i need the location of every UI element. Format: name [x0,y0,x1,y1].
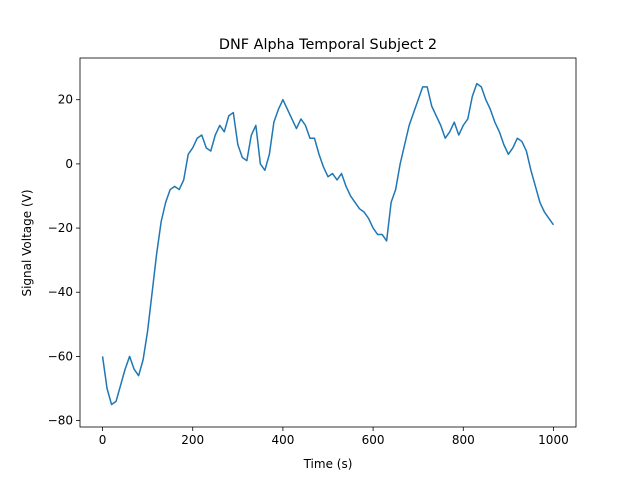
y-axis-label: Signal Voltage (V) [20,189,34,296]
y-tick-label: −80 [48,414,73,428]
plot-area: 0 200 400 600 800 1000 −80 −60 −40 −20 0 20 [48,57,577,447]
y-tick-label: −20 [48,221,73,235]
y-tick-label: 20 [58,93,73,107]
x-tick-label: 400 [271,433,294,447]
x-tick-label: 800 [452,433,475,447]
x-axis-label: Time (s) [303,457,353,471]
x-tick-label: 0 [99,433,107,447]
x-tick-label: 1000 [538,433,569,447]
chart-title: DNF Alpha Temporal Subject 2 [219,37,437,53]
x-tick-label: 200 [181,433,204,447]
series-line [101,82,555,406]
y-tick-label: −60 [48,349,73,363]
y-tick-label: 0 [65,157,73,171]
y-tick-label: −40 [48,285,73,299]
axes-frame [79,57,577,428]
x-tick-label: 600 [362,433,385,447]
